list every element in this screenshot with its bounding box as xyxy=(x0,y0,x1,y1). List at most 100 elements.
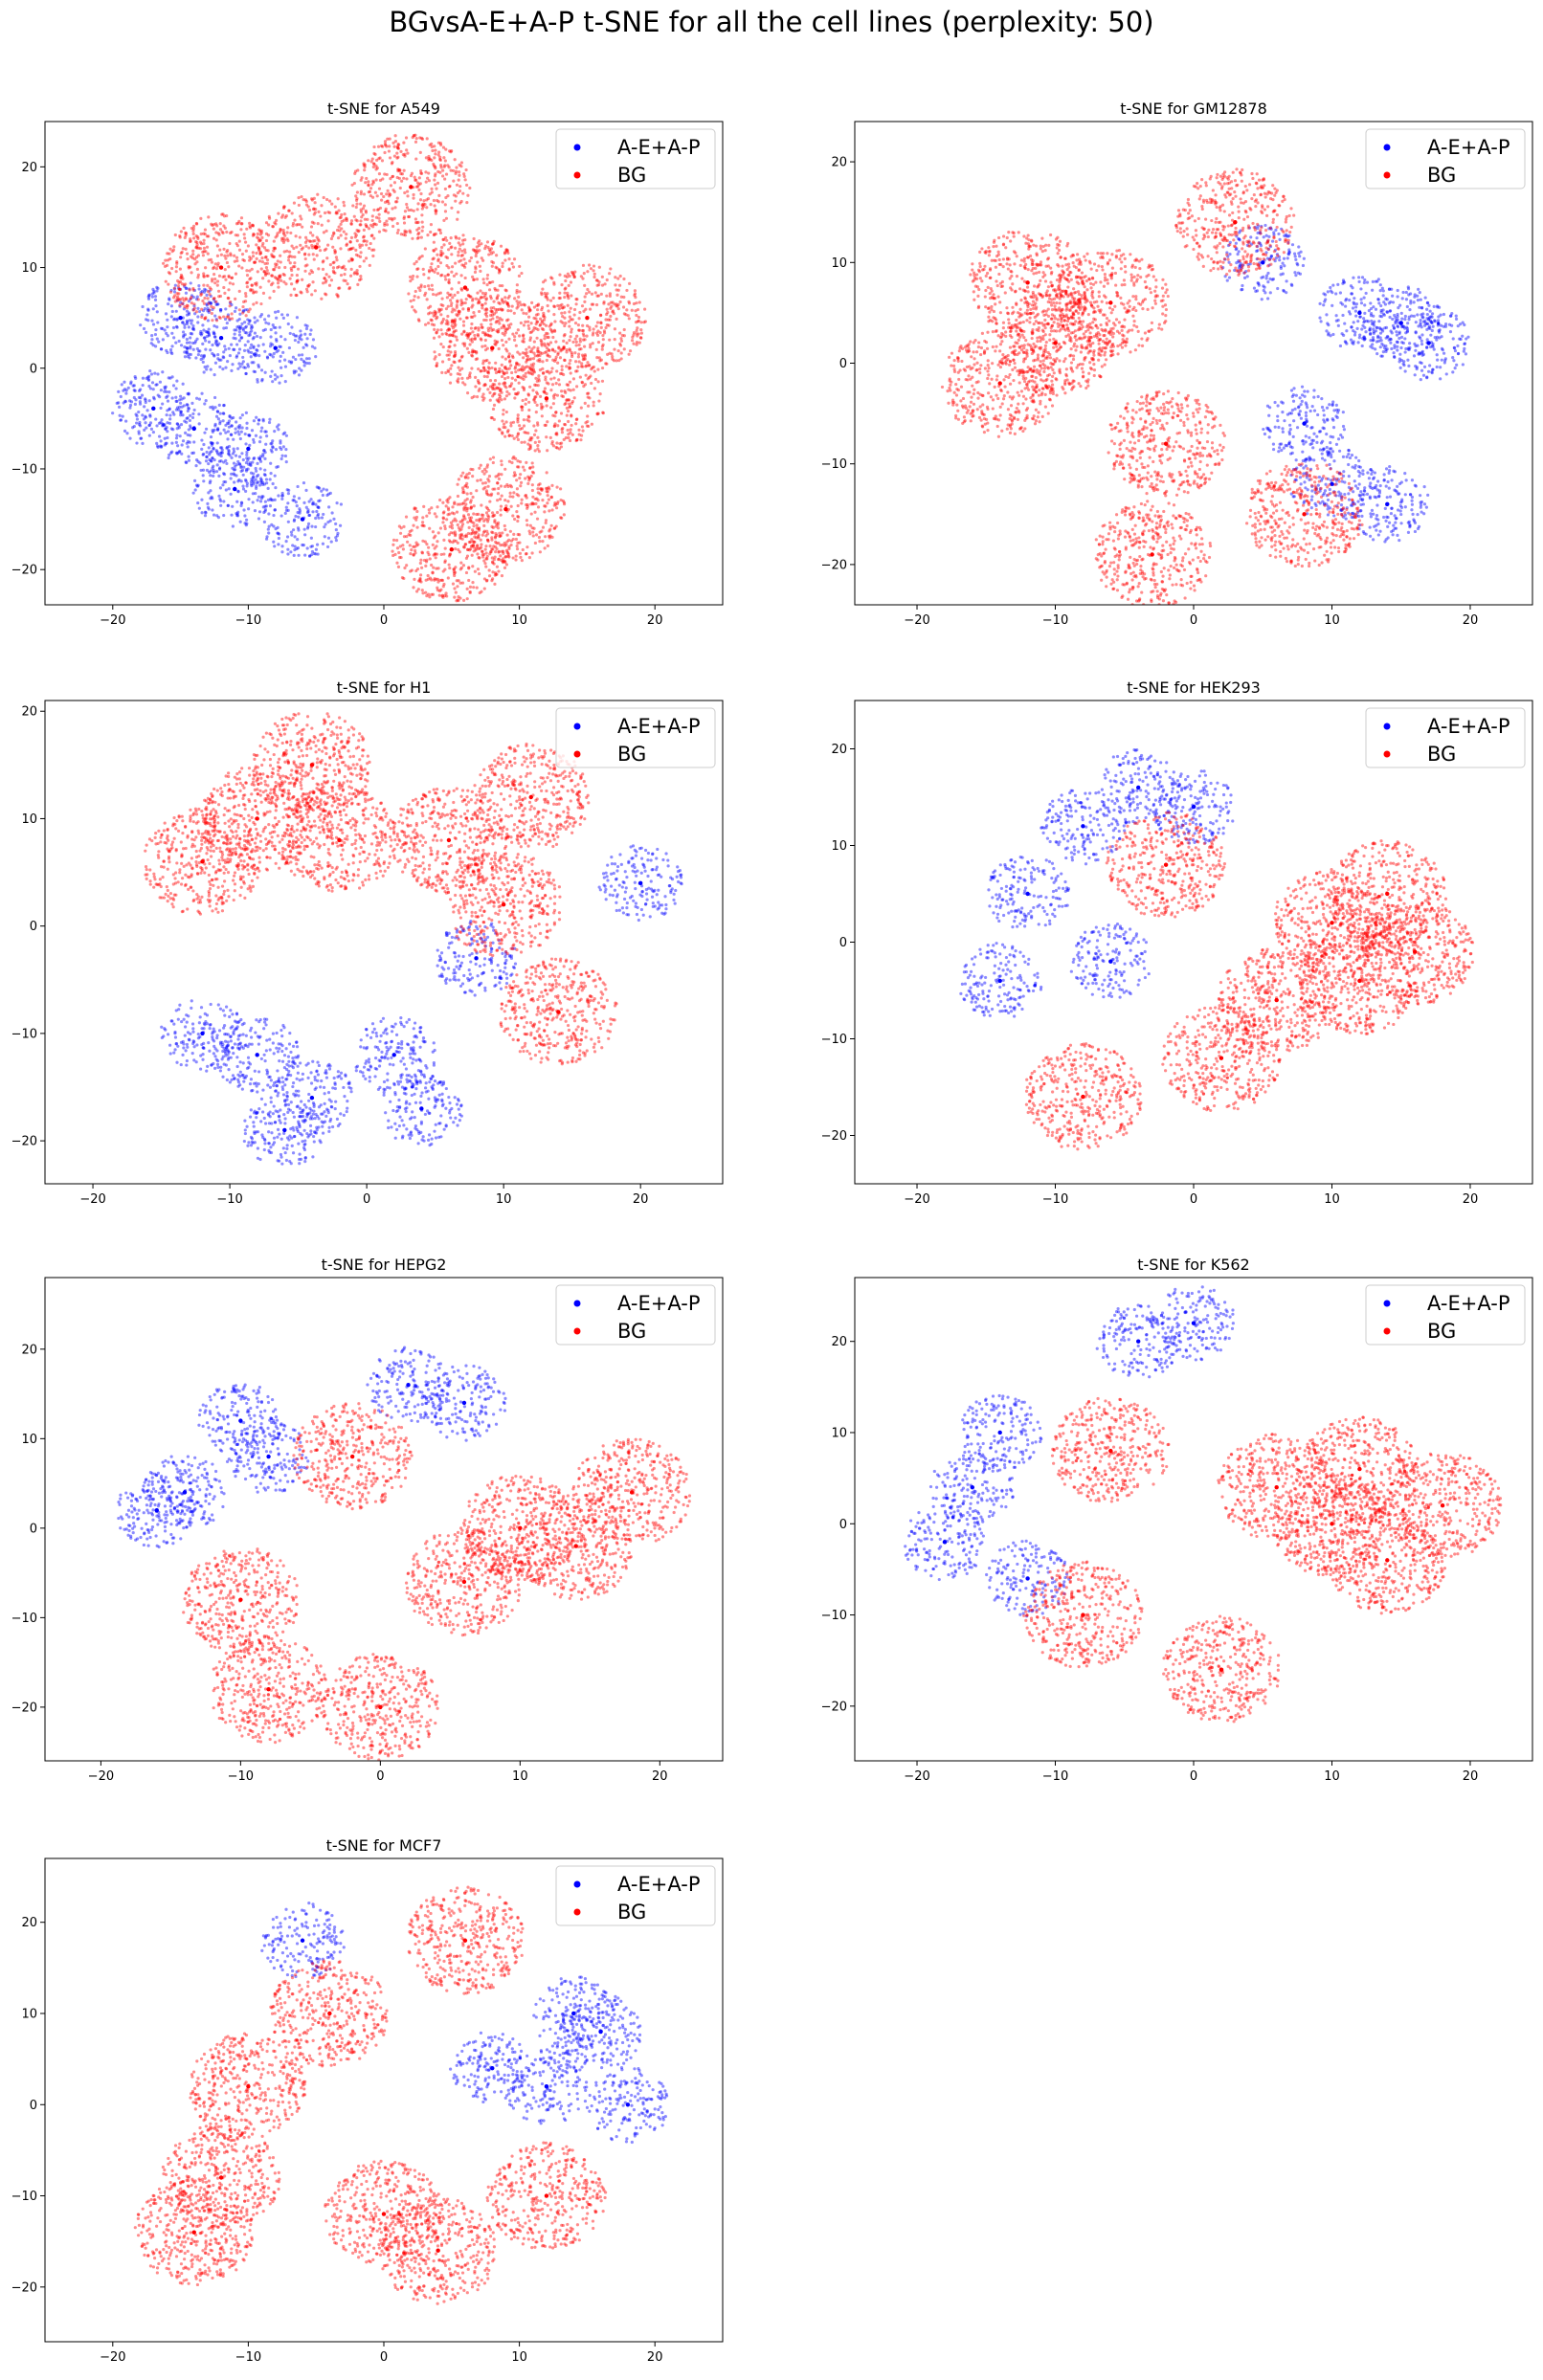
data-point xyxy=(192,427,196,431)
data-point xyxy=(1357,311,1361,315)
y-tick-label: 0 xyxy=(30,1522,37,1536)
legend: A-E+A-PBG xyxy=(1366,129,1525,189)
data-point xyxy=(274,346,278,350)
data-point xyxy=(450,547,454,551)
data-point xyxy=(638,881,642,885)
data-point xyxy=(282,1128,286,1132)
chart-title: t-SNE for HEPG2 xyxy=(322,1256,447,1274)
legend-marker xyxy=(574,1301,581,1307)
data-point xyxy=(1302,421,1306,425)
axes-frame xyxy=(45,1278,723,1761)
data-point xyxy=(462,1401,466,1405)
data-point xyxy=(255,1053,258,1057)
data-point xyxy=(436,2249,439,2253)
y-tick-label: 10 xyxy=(21,2007,37,2021)
data-point xyxy=(529,795,533,799)
data-point xyxy=(255,816,258,820)
x-tick-label: 20 xyxy=(1463,1769,1479,1784)
x-tick-label: −20 xyxy=(904,613,929,628)
legend-label: BG xyxy=(617,164,646,187)
data-point xyxy=(406,1383,410,1387)
data-point xyxy=(1053,341,1057,345)
x-tick-label: 0 xyxy=(376,1769,384,1784)
legend-marker xyxy=(574,145,581,151)
legend-marker xyxy=(1384,1328,1391,1335)
y-tick-label: 10 xyxy=(831,256,847,271)
data-point xyxy=(301,1939,304,1943)
x-tick-label: 0 xyxy=(380,613,388,628)
data-point xyxy=(574,1544,578,1547)
x-tick-label: 20 xyxy=(647,613,663,628)
data-point xyxy=(1274,1485,1278,1489)
x-tick-label: 10 xyxy=(1324,1769,1340,1784)
axes-frame xyxy=(45,122,723,605)
axes-frame xyxy=(45,701,723,1184)
data-point xyxy=(490,346,494,350)
x-tick-label: 10 xyxy=(512,1769,528,1784)
data-point xyxy=(392,1053,396,1057)
x-tick-label: 0 xyxy=(1190,1192,1197,1207)
data-point xyxy=(556,1010,560,1013)
x-tick-label: −10 xyxy=(228,1769,254,1784)
data-point xyxy=(233,487,236,491)
chart-title: t-SNE for H1 xyxy=(337,678,432,697)
series-ae-ap xyxy=(959,748,1234,1018)
data-point xyxy=(155,1508,159,1512)
series-ae-ap xyxy=(111,281,343,557)
data-point xyxy=(1330,921,1333,924)
legend: A-E+A-PBG xyxy=(556,1866,715,1925)
legend: A-E+A-P BG xyxy=(556,129,715,189)
x-tick-label: 20 xyxy=(633,1192,649,1207)
y-tick-label: −10 xyxy=(821,1033,847,1047)
y-tick-label: 10 xyxy=(21,812,37,827)
data-point xyxy=(1192,805,1196,809)
x-tick-label: −20 xyxy=(904,1769,929,1784)
legend-marker xyxy=(574,1909,581,1916)
data-point xyxy=(246,447,250,451)
data-point xyxy=(200,1032,204,1035)
legend-label: A-E+A-P xyxy=(617,715,701,738)
y-tick-label: 10 xyxy=(831,839,847,854)
data-point xyxy=(1164,441,1168,445)
data-point xyxy=(1233,220,1237,224)
data-point xyxy=(1385,892,1389,896)
legend-marker xyxy=(1384,723,1391,730)
legend: A-E+A-PBG xyxy=(556,1285,715,1345)
y-tick-label: 20 xyxy=(831,156,847,170)
legend-marker xyxy=(1384,751,1391,758)
data-point xyxy=(626,2102,630,2106)
data-point xyxy=(462,1580,466,1584)
data-point xyxy=(327,2012,331,2015)
data-point xyxy=(1025,1576,1029,1580)
data-point xyxy=(1413,949,1417,953)
legend-label: BG xyxy=(1427,743,1456,766)
data-point xyxy=(630,1490,634,1494)
data-point xyxy=(1357,1467,1361,1471)
data-point xyxy=(503,507,507,511)
data-point xyxy=(314,245,318,249)
legend-label: A-E+A-P xyxy=(617,136,701,159)
x-tick-label: 10 xyxy=(511,613,527,628)
data-point xyxy=(447,838,451,842)
data-point xyxy=(1025,280,1029,284)
y-tick-label: −10 xyxy=(11,1612,37,1626)
data-point xyxy=(463,1939,467,1943)
legend-marker xyxy=(574,751,581,758)
data-point xyxy=(1357,979,1361,983)
legend-label: A-E+A-P xyxy=(617,1292,701,1315)
y-tick-label: 10 xyxy=(831,1426,847,1440)
legend-label: BG xyxy=(617,1901,646,1924)
data-point xyxy=(1150,552,1153,556)
legend-marker xyxy=(574,172,581,179)
x-tick-label: −20 xyxy=(100,2350,125,2365)
x-tick-label: −20 xyxy=(79,1192,105,1207)
data-point xyxy=(192,2230,196,2234)
y-tick-label: −20 xyxy=(821,1129,847,1144)
data-point xyxy=(1385,502,1389,506)
data-point xyxy=(419,1106,423,1110)
legend: A-E+A-PBG xyxy=(556,708,715,767)
data-point xyxy=(998,381,1002,385)
